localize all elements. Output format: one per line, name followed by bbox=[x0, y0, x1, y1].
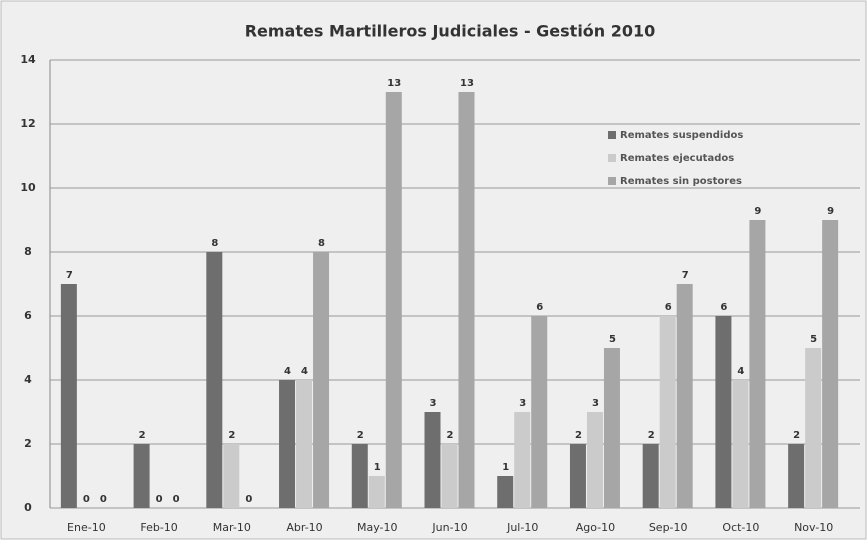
data-label: 4 bbox=[301, 366, 308, 377]
bar bbox=[514, 412, 531, 508]
data-label: 0 bbox=[156, 494, 163, 505]
data-label: 0 bbox=[173, 494, 180, 505]
y-tick-label: 8 bbox=[24, 245, 32, 258]
bar bbox=[788, 444, 805, 508]
bar bbox=[531, 316, 548, 508]
data-label: 0 bbox=[83, 494, 90, 505]
y-tick-label: 0 bbox=[24, 501, 32, 514]
x-tick-label: Jul-10 bbox=[506, 521, 538, 534]
data-label: 13 bbox=[460, 78, 474, 89]
data-label: 8 bbox=[318, 238, 325, 249]
data-label: 7 bbox=[682, 270, 689, 281]
data-label: 2 bbox=[648, 430, 655, 441]
bar bbox=[586, 412, 603, 508]
bar bbox=[497, 476, 514, 508]
y-tick-label: 12 bbox=[20, 117, 35, 130]
bar bbox=[368, 476, 385, 508]
bar bbox=[385, 92, 402, 508]
bar bbox=[715, 316, 732, 508]
data-label: 2 bbox=[139, 430, 146, 441]
data-label: 2 bbox=[793, 430, 800, 441]
bar bbox=[458, 92, 475, 508]
bar bbox=[279, 380, 296, 508]
x-tick-label: Abr-10 bbox=[286, 521, 322, 534]
y-tick-label: 14 bbox=[20, 53, 36, 66]
data-label: 6 bbox=[536, 302, 543, 313]
data-label: 0 bbox=[100, 494, 107, 505]
x-tick-label: Nov-10 bbox=[794, 521, 833, 534]
data-label: 0 bbox=[245, 494, 252, 505]
legend-marker bbox=[608, 177, 616, 185]
bar bbox=[424, 412, 441, 508]
legend-label: Remates sin postores bbox=[620, 176, 742, 187]
bar bbox=[603, 348, 620, 508]
data-label: 2 bbox=[228, 430, 235, 441]
data-label: 5 bbox=[810, 334, 817, 345]
data-label: 5 bbox=[609, 334, 616, 345]
data-label: 2 bbox=[357, 430, 364, 441]
data-label: 2 bbox=[575, 430, 582, 441]
y-tick-label: 4 bbox=[24, 373, 32, 386]
x-tick-label: May-10 bbox=[357, 521, 398, 534]
x-tick-label: Oct-10 bbox=[722, 521, 759, 534]
legend-label: Remates suspendidos bbox=[620, 130, 743, 141]
x-tick-label: Feb-10 bbox=[140, 521, 177, 534]
legend-marker bbox=[608, 131, 616, 139]
data-label: 6 bbox=[720, 302, 727, 313]
data-label: 3 bbox=[592, 398, 599, 409]
bar bbox=[223, 444, 240, 508]
x-tick-label: Sep-10 bbox=[649, 521, 688, 534]
bar bbox=[206, 252, 223, 508]
data-label: 9 bbox=[754, 206, 761, 217]
legend-label: Remates ejecutados bbox=[620, 153, 734, 164]
bar bbox=[659, 316, 676, 508]
bar bbox=[749, 220, 766, 508]
data-label: 8 bbox=[211, 238, 218, 249]
x-tick-label: Ene-10 bbox=[67, 521, 106, 534]
bar bbox=[351, 444, 368, 508]
x-tick-label: Ago-10 bbox=[576, 521, 615, 534]
bar bbox=[133, 444, 150, 508]
x-tick-label: Mar-10 bbox=[213, 521, 251, 534]
data-label: 7 bbox=[66, 270, 73, 281]
bar bbox=[60, 284, 77, 508]
y-tick-label: 10 bbox=[20, 181, 36, 194]
data-label: 1 bbox=[374, 462, 381, 473]
bar bbox=[822, 220, 839, 508]
bar bbox=[676, 284, 693, 508]
data-label: 4 bbox=[737, 366, 744, 377]
data-label: 9 bbox=[827, 206, 834, 217]
x-tick-label: Jun-10 bbox=[431, 521, 467, 534]
y-tick-label: 6 bbox=[24, 309, 32, 322]
chart-title: Remates Martilleros Judiciales - Gestión… bbox=[245, 22, 656, 41]
legend-marker bbox=[608, 154, 616, 162]
data-label: 2 bbox=[447, 430, 454, 441]
bar bbox=[805, 348, 822, 508]
bar bbox=[642, 444, 659, 508]
data-label: 1 bbox=[502, 462, 509, 473]
data-label: 13 bbox=[387, 78, 401, 89]
data-label: 6 bbox=[665, 302, 672, 313]
data-label: 3 bbox=[430, 398, 437, 409]
bar bbox=[569, 444, 586, 508]
y-tick-label: 2 bbox=[24, 437, 32, 450]
bar bbox=[313, 252, 330, 508]
data-label: 4 bbox=[284, 366, 291, 377]
bar bbox=[296, 380, 313, 508]
bar bbox=[441, 444, 458, 508]
bar bbox=[732, 380, 749, 508]
data-label: 3 bbox=[519, 398, 526, 409]
